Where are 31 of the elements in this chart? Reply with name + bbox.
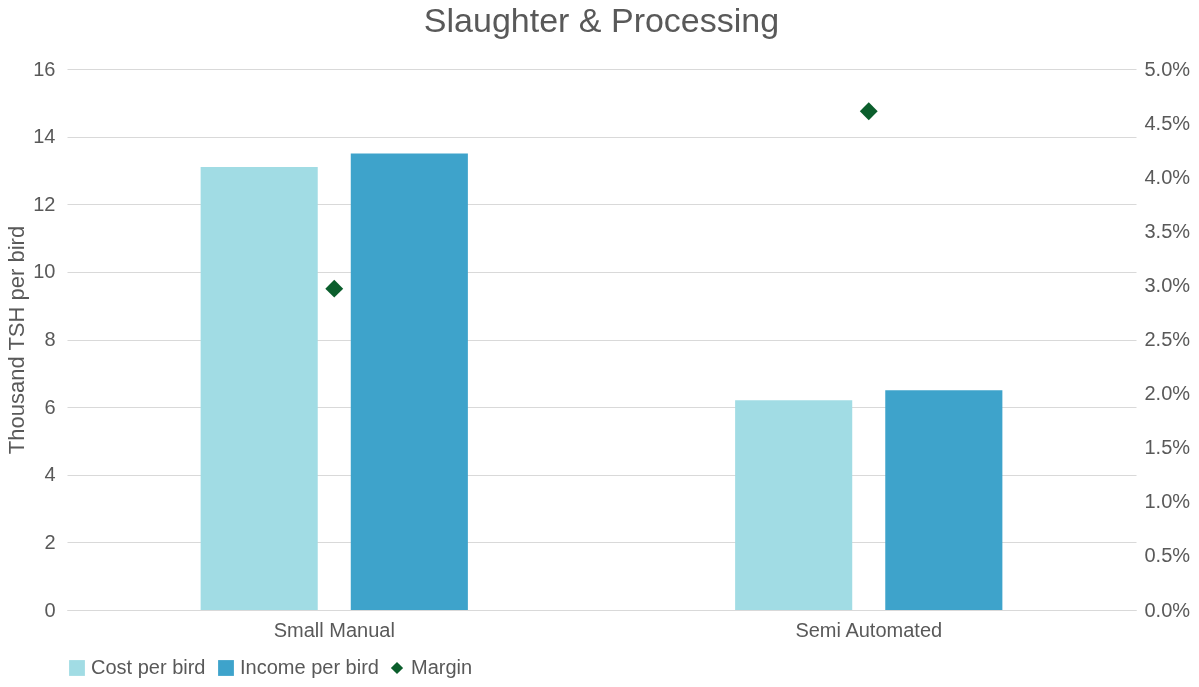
y2-tick-label: 2.0% [1144,382,1191,405]
y2-tick-label: 4.0% [1144,165,1191,188]
y2-tick-label: 1.5% [1144,436,1191,459]
bar [350,153,468,610]
y-tick-label: 0 [44,598,56,621]
x-tick-label: Small Manual [273,618,395,641]
y-tick-label: 16 [33,57,56,80]
y-tick-label: 10 [33,260,56,283]
y2-tick-label: 3.0% [1144,273,1191,296]
y2-tick-label: 0.0% [1144,598,1191,621]
y-tick-label: 6 [44,395,56,418]
y-axis-title: Thousand TSH per bird [4,225,30,455]
chart-title: Slaughter & Processing [423,1,780,39]
y-tick-label: 14 [33,125,56,148]
y2-tick-label: 0.5% [1144,544,1191,567]
legend-label: Income per bird [240,656,379,678]
bar [885,390,1003,610]
bar [200,167,318,610]
y-tick-label: 8 [44,328,56,350]
legend-label: Cost per bird [91,656,206,678]
x-tick-label: Semi Automated [795,618,943,641]
y-tick-label: 4 [44,463,56,486]
legend-label: Margin [411,656,473,678]
y2-tick-label: 2.5% [1144,328,1191,350]
y2-tick-label: 4.5% [1144,111,1191,134]
bar [735,400,853,610]
y-tick-label: 12 [33,192,56,215]
y2-tick-label: 5.0% [1144,57,1191,80]
y-tick-label: 2 [44,530,56,553]
y2-tick-label: 3.5% [1144,219,1191,242]
y2-tick-label: 1.0% [1144,490,1191,513]
